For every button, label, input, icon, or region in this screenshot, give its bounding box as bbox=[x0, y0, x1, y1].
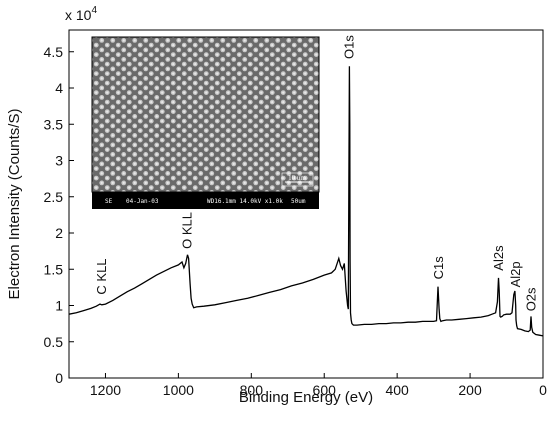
sem-inset: 10 um SE 04-Jan-03 WD16.1mm 14.0kV x1.0k… bbox=[91, 36, 320, 209]
scale-bar-box bbox=[281, 172, 314, 187]
y-tick-label: 1.5 bbox=[44, 261, 64, 277]
scale-bar-label: 10 um bbox=[288, 174, 306, 182]
peak-label: O2s bbox=[524, 287, 539, 311]
peak-label: C1s bbox=[431, 256, 446, 280]
y-tick-label: 4 bbox=[55, 80, 63, 96]
x-tick-label: 200 bbox=[458, 382, 482, 398]
x-tick-label: 1200 bbox=[90, 382, 121, 398]
peak-label: Al2p bbox=[508, 261, 523, 287]
y-tick-label: 3.5 bbox=[44, 116, 64, 132]
x-axis-title: Binding Energy (eV) bbox=[239, 389, 373, 406]
x-tick-label: 600 bbox=[313, 382, 337, 398]
sem-info-date: 04-Jan-03 bbox=[126, 198, 159, 205]
y-multiplier-base: x 10 bbox=[65, 7, 92, 23]
x-axis: 1200 1000 800 600 400 200 0 bbox=[90, 373, 547, 398]
peak-label: C KLL bbox=[94, 258, 109, 294]
sem-info-field: 50um bbox=[291, 198, 306, 205]
sem-info-conditions: WD16.1mm 14.0kV x1.0k bbox=[207, 198, 283, 205]
peak-label: O KLL bbox=[180, 212, 195, 249]
y-tick-label: 0 bbox=[55, 370, 63, 386]
x-tick-label: 400 bbox=[385, 382, 409, 398]
y-axis-title: Electron Intensity (Counts/S) bbox=[6, 109, 23, 300]
y-multiplier-exponent: 4 bbox=[91, 5, 97, 16]
x-tick-label: 1000 bbox=[163, 382, 194, 398]
peak-label: O1s bbox=[341, 35, 356, 59]
x-tick-label: 0 bbox=[539, 382, 547, 398]
peak-label: Al2s bbox=[491, 245, 506, 271]
sem-info-bar bbox=[92, 192, 319, 209]
y-multiplier: x 104 bbox=[65, 5, 97, 23]
y-tick-label: 0.5 bbox=[44, 334, 64, 350]
sem-info-detector: SE bbox=[105, 198, 113, 205]
spectrum-line bbox=[68, 66, 544, 337]
sem-image bbox=[91, 36, 320, 193]
x-tick-label: 800 bbox=[240, 382, 264, 398]
y-tick-label: 2.5 bbox=[44, 189, 64, 205]
plot-area-frame bbox=[68, 29, 544, 379]
y-tick-label: 4.5 bbox=[44, 44, 64, 60]
y-tick-label: 2 bbox=[55, 225, 63, 241]
y-axis: 0 0.5 1 1.5 2 2.5 3 3.5 4 4.5 bbox=[44, 44, 74, 386]
y-tick-label: 3 bbox=[55, 153, 63, 169]
y-tick-label: 1 bbox=[55, 298, 63, 314]
